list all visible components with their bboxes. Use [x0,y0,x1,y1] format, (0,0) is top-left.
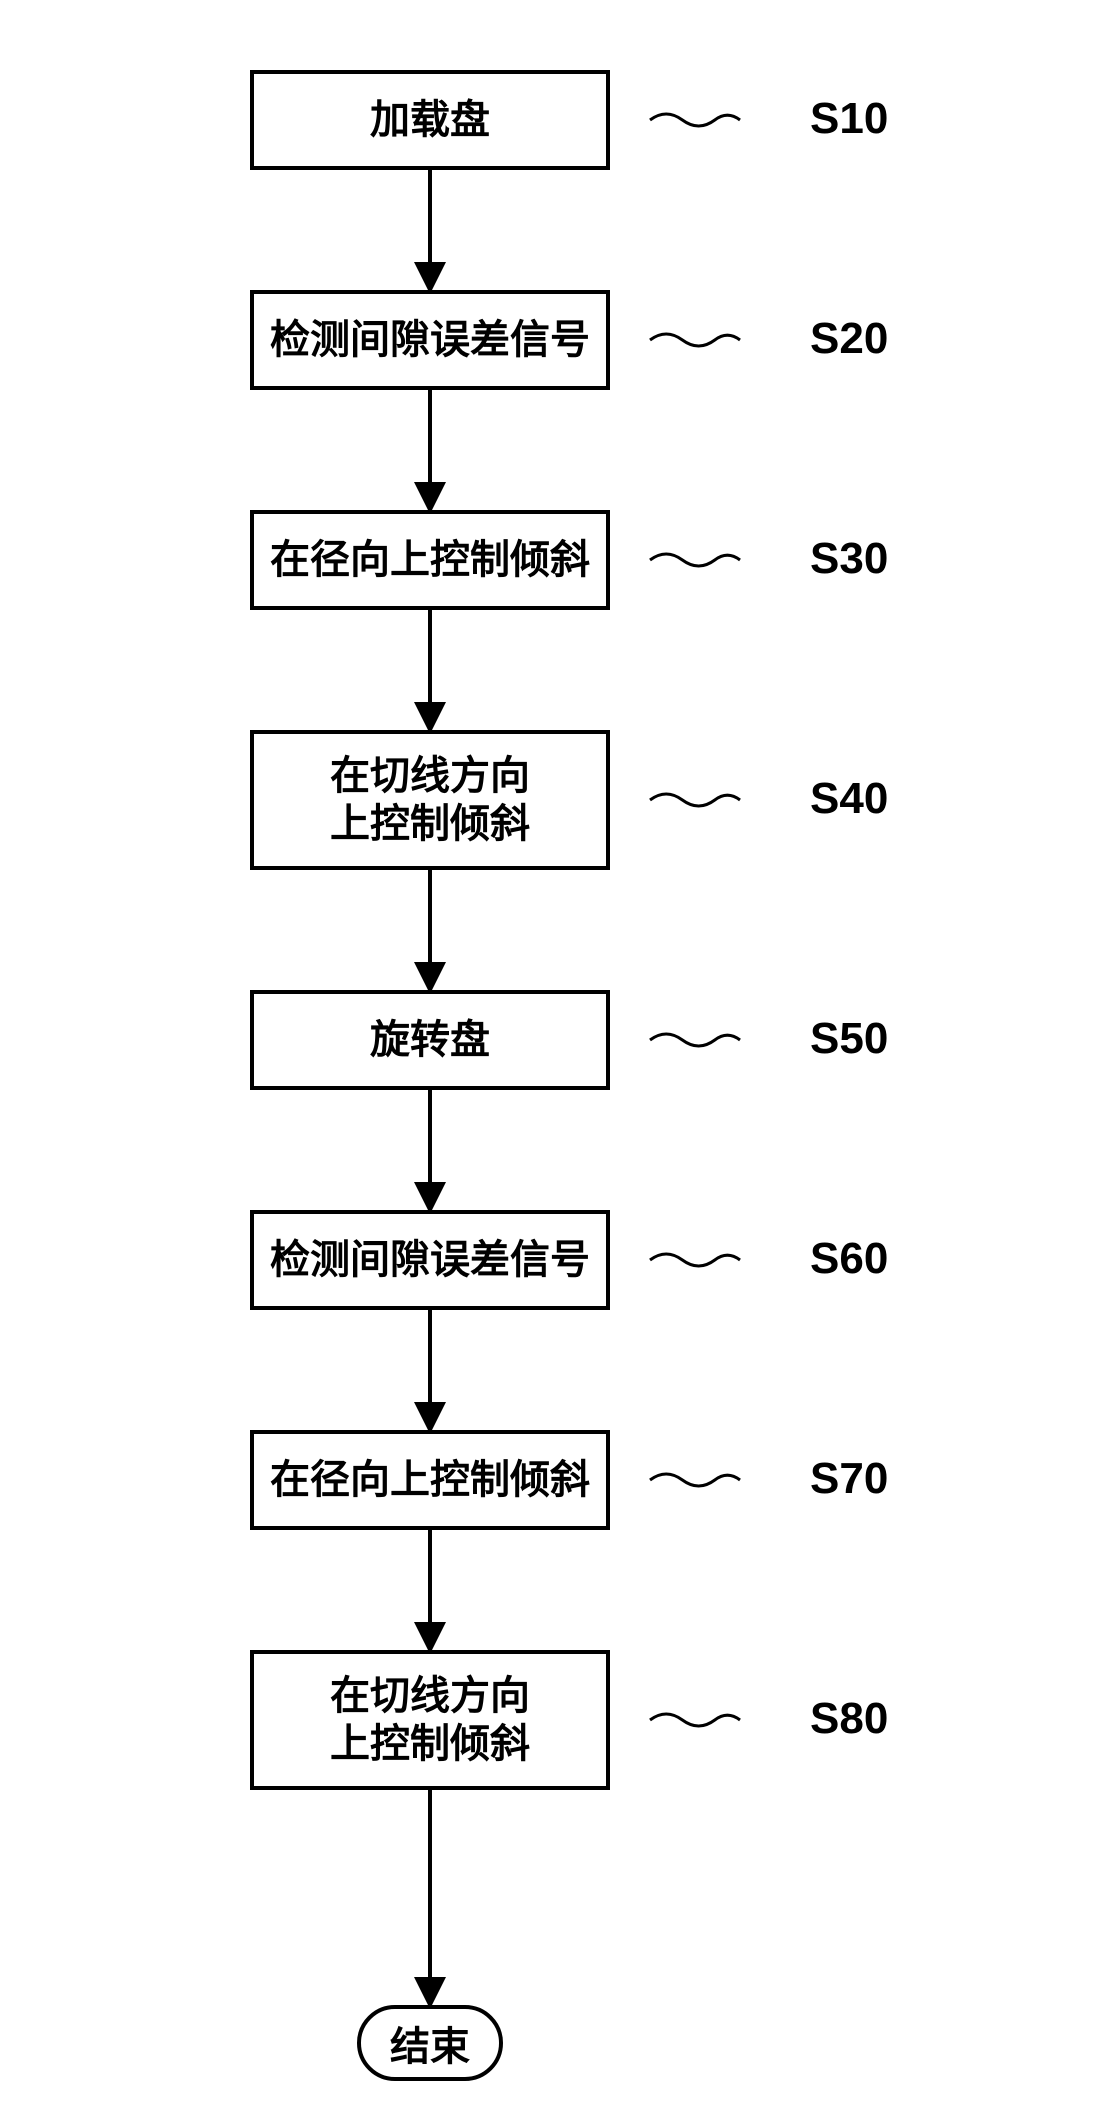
flow-node-text: 加载盘 [370,96,490,144]
step-label-s40: S40 [810,774,888,824]
step-label-s20: S20 [810,314,888,364]
flow-node-text: 旋转盘 [370,1016,490,1064]
flow-node-text: 在切线方向 上控制倾斜 [330,1672,530,1768]
flow-node-text: 在径向上控制倾斜 [270,1456,590,1504]
flow-node-s70: 在径向上控制倾斜 [250,1430,610,1530]
step-label-text: S60 [810,1234,888,1283]
flow-node-s20: 检测间隙误差信号 [250,290,610,390]
step-label-text: S50 [810,1014,888,1063]
flow-node-text: 在切线方向 上控制倾斜 [330,752,530,848]
flow-node-s30: 在径向上控制倾斜 [250,510,610,610]
flow-node-s10: 加载盘 [250,70,610,170]
step-label-text: S10 [810,94,888,143]
step-label-text: S40 [810,774,888,823]
step-label-s60: S60 [810,1234,888,1284]
flow-node-s50: 旋转盘 [250,990,610,1090]
step-label-text: S80 [810,1694,888,1743]
flow-node-text: 检测间隙误差信号 [270,316,590,364]
step-label-text: S70 [810,1454,888,1503]
step-label-s80: S80 [810,1694,888,1744]
flow-node-text: 在径向上控制倾斜 [270,536,590,584]
step-label-s50: S50 [810,1014,888,1064]
flow-node-s40: 在切线方向 上控制倾斜 [250,730,610,870]
flow-node-s60: 检测间隙误差信号 [250,1210,610,1310]
flowchart-canvas: 加载盘 S10 检测间隙误差信号 S20 在径向上控制倾斜 S30 在切线方向 上控制倾斜 S… [0,0,1113,2125]
step-label-s10: S10 [810,94,888,144]
flow-node-text: 检测间隙误差信号 [270,1236,590,1284]
step-label-text: S20 [810,314,888,363]
terminator-end: 结束 [357,2005,503,2081]
step-label-s30: S30 [810,534,888,584]
terminator-text: 结束 [390,2014,470,2072]
step-label-text: S30 [810,534,888,583]
step-label-s70: S70 [810,1454,888,1504]
flow-node-s80: 在切线方向 上控制倾斜 [250,1650,610,1790]
